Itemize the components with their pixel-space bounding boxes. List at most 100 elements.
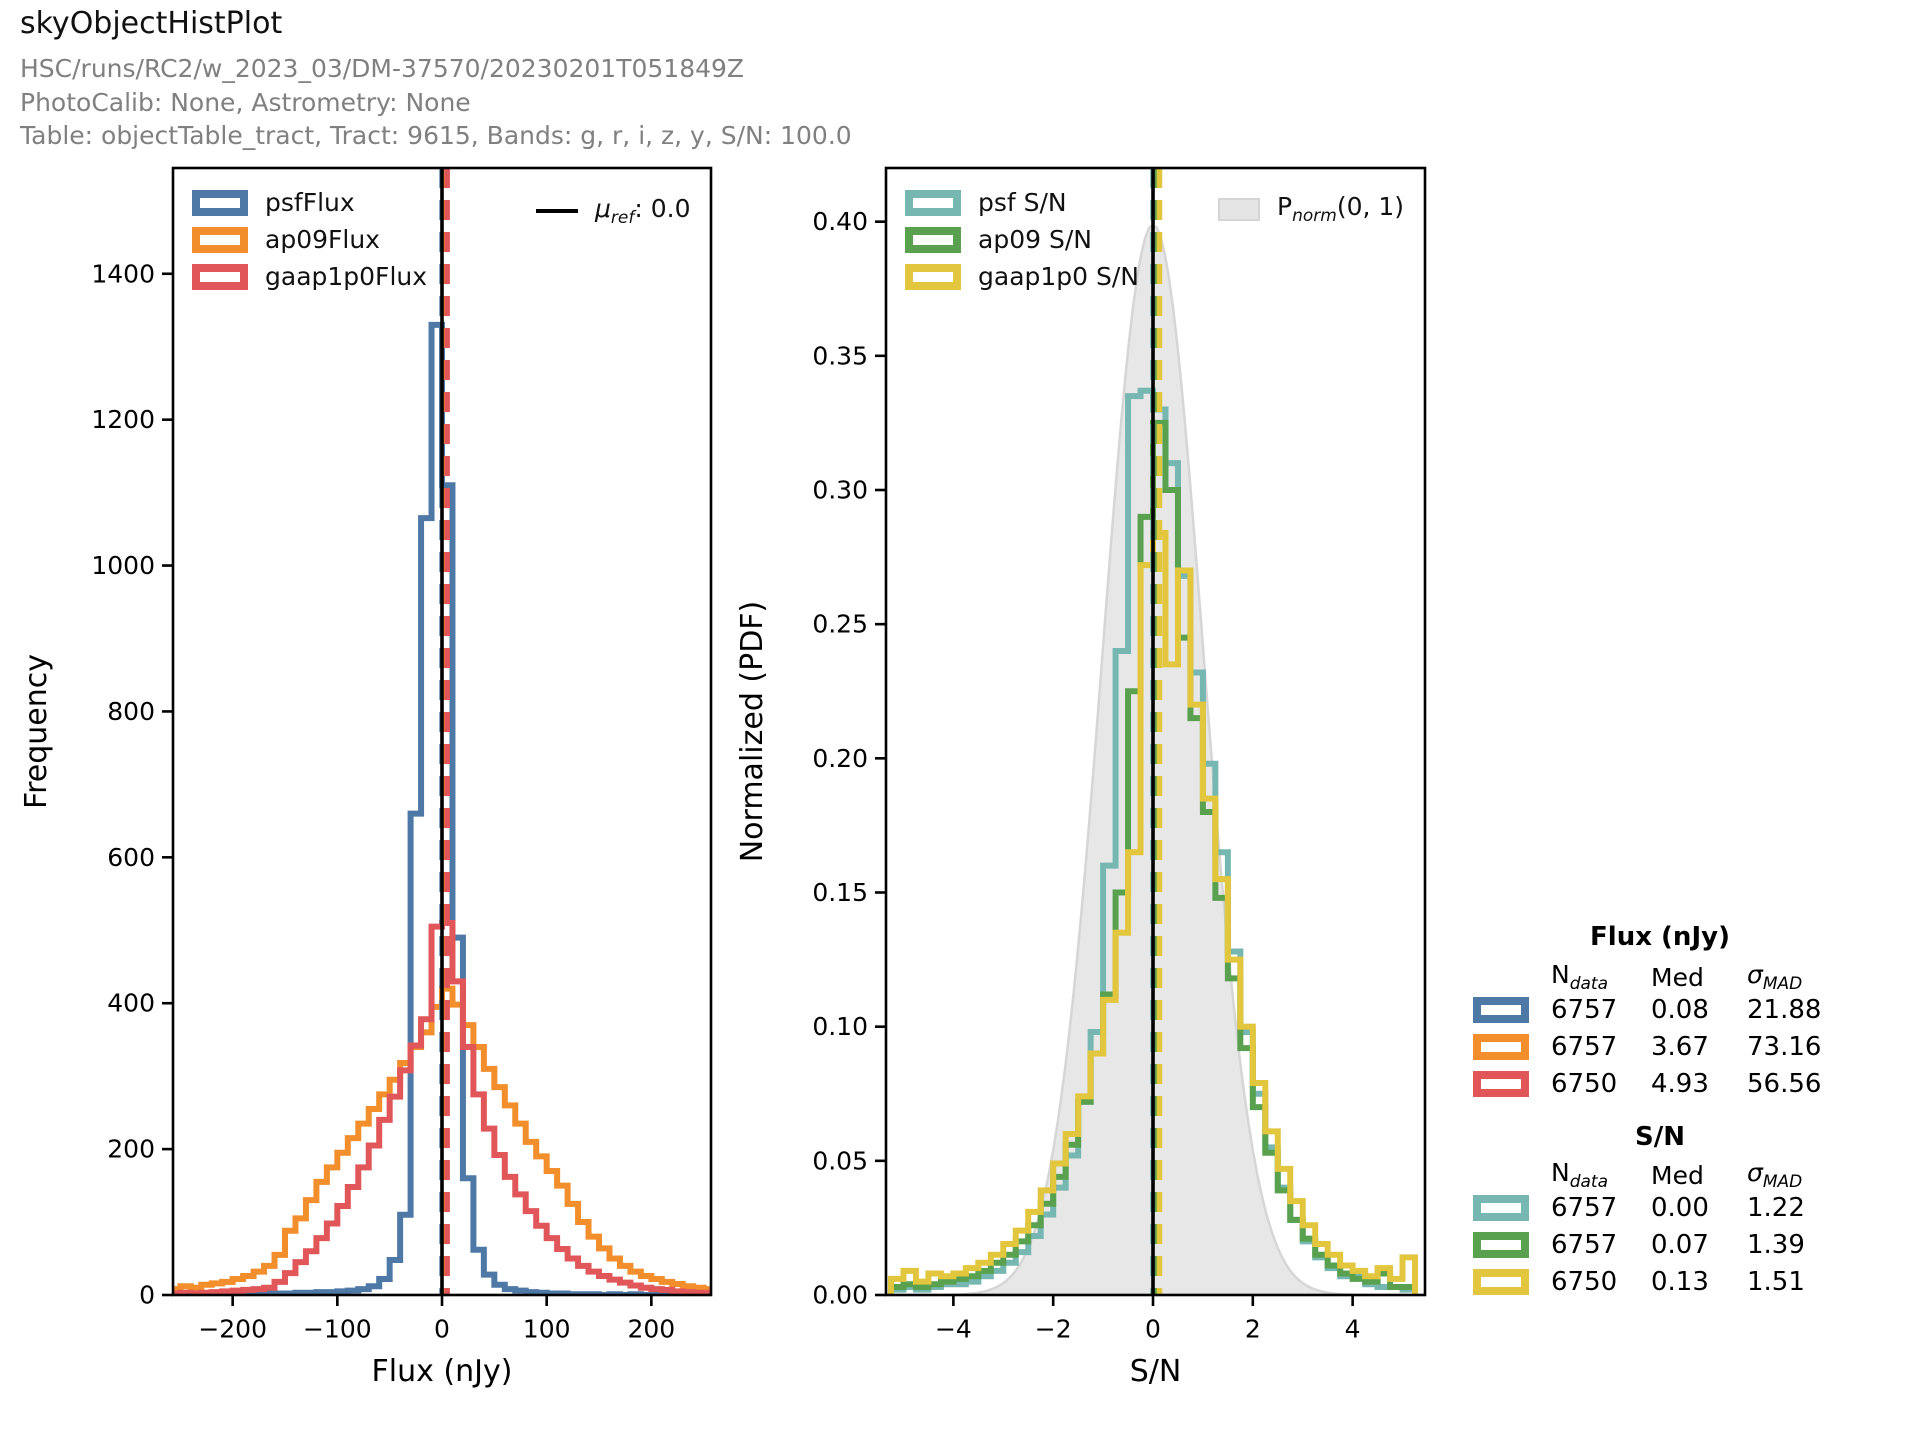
col-header-ndata: Ndata bbox=[1551, 1158, 1608, 1192]
axes-spines bbox=[884, 166, 1427, 1297]
stat-median: 3.67 bbox=[1651, 1032, 1709, 1062]
legend-flux-ap09flux: ap09Flux bbox=[192, 225, 380, 254]
y-tick-label: 0.25 bbox=[812, 610, 868, 639]
sn-stats-title: S/N bbox=[1635, 1122, 1685, 1152]
legend-label: psf S/N bbox=[978, 188, 1067, 217]
x-tick-label: −200 bbox=[198, 1314, 267, 1343]
legend-swatch bbox=[192, 189, 248, 216]
flux-histogram: −200 −100 0 100 200 0 200 400 600 800 1000 1200 1400… bbox=[19, 166, 713, 1389]
stat-ndata: 6750 bbox=[1551, 1267, 1618, 1297]
sn-stats-row: 6757 0.07 1.39 bbox=[1473, 1230, 1859, 1260]
stats-swatch bbox=[1473, 1195, 1529, 1221]
stat-ndata: 6757 bbox=[1551, 1032, 1618, 1062]
y-tick-label: 0.35 bbox=[812, 341, 868, 370]
stat-ndata: 6757 bbox=[1551, 1193, 1618, 1223]
y-tick-label: 1000 bbox=[91, 551, 155, 580]
x-tick-label: 100 bbox=[523, 1314, 571, 1343]
sn-histogram-plot-region bbox=[887, 168, 1419, 1295]
pnorm-patch-swatch bbox=[1218, 197, 1260, 221]
flux-stats-row: 6750 4.93 56.56 bbox=[1473, 1069, 1859, 1099]
y-tick-label: 0.10 bbox=[812, 1012, 868, 1041]
stats-swatch bbox=[1473, 1232, 1529, 1258]
legend-swatch bbox=[192, 226, 248, 253]
sn-stats-row: 6750 0.13 1.51 bbox=[1473, 1267, 1859, 1297]
legend-sn-gaap1p0-s-n: gaap1p0 S/N bbox=[905, 262, 1139, 291]
y-tick-label: 0.00 bbox=[812, 1281, 868, 1310]
legend-label: ap09Flux bbox=[265, 225, 380, 254]
y-tick-label: 0.20 bbox=[812, 744, 868, 773]
legend-swatch bbox=[905, 189, 961, 216]
figure-subtitle-run: HSC/runs/RC2/w_2023_03/DM-37570/20230201… bbox=[20, 54, 745, 83]
stats-swatch bbox=[1473, 997, 1529, 1023]
x-tick-label: −4 bbox=[935, 1314, 972, 1343]
stat-sigma-mad: 1.51 bbox=[1747, 1267, 1805, 1297]
x-tick-label: 0 bbox=[434, 1314, 450, 1343]
legend-label: gaap1p0Flux bbox=[265, 262, 428, 291]
col-header-ndata: Ndata bbox=[1551, 960, 1608, 994]
stat-median: 4.93 bbox=[1651, 1069, 1709, 1099]
y-tick-label: 0.30 bbox=[812, 476, 868, 505]
y-tick-label: 800 bbox=[107, 697, 155, 726]
y-axis-label: Frequency bbox=[19, 654, 54, 809]
figure-subtitle-calib: PhotoCalib: None, Astrometry: None bbox=[20, 88, 471, 117]
legend-swatch bbox=[192, 263, 248, 290]
flux-stats-row: 6757 3.67 73.16 bbox=[1473, 1032, 1859, 1062]
x-axis-label: S/N bbox=[1130, 1354, 1182, 1389]
y-tick-label: 200 bbox=[107, 1135, 155, 1164]
y-tick-label: 0.15 bbox=[812, 878, 868, 907]
mu-ref-line-swatch bbox=[536, 209, 578, 213]
stat-sigma-mad: 1.22 bbox=[1747, 1193, 1805, 1223]
mu-ref-label: μref: 0.0 bbox=[595, 194, 691, 228]
stat-ndata: 6750 bbox=[1551, 1069, 1618, 1099]
figure-subtitle-table: Table: objectTable_tract, Tract: 9615, B… bbox=[20, 121, 852, 150]
stat-median: 0.07 bbox=[1651, 1230, 1709, 1260]
sn-stats-row: 6757 0.00 1.22 bbox=[1473, 1193, 1859, 1223]
legend-pnorm: Pnorm(0, 1) bbox=[1218, 192, 1404, 226]
stat-median: 0.08 bbox=[1651, 995, 1709, 1025]
x-tick-label: 200 bbox=[627, 1314, 675, 1343]
sn-stats-header: Ndata Med σMAD bbox=[1473, 1158, 1859, 1192]
stat-ndata: 6757 bbox=[1551, 995, 1618, 1025]
legend-sn-psf-s-n: psf S/N bbox=[905, 188, 1067, 217]
legend-flux-psfflux: psfFlux bbox=[192, 188, 355, 217]
flux-stats-row: 6757 0.08 21.88 bbox=[1473, 995, 1859, 1025]
stat-ndata: 6757 bbox=[1551, 1230, 1618, 1260]
legend-mu-ref: μref: 0.0 bbox=[536, 194, 690, 228]
y-tick-label: 600 bbox=[107, 843, 155, 872]
y-tick-label: 1200 bbox=[91, 405, 155, 434]
y-tick-label: 0 bbox=[139, 1281, 155, 1310]
sn-histogram: −4 −2 0 2 4 0.00 0.05 0.10 0.15 0.20 0.25 0.30 0.35 0… bbox=[735, 166, 1427, 1389]
stat-median: 0.00 bbox=[1651, 1193, 1709, 1223]
stat-sigma-mad: 73.16 bbox=[1747, 1032, 1822, 1062]
legend-label: ap09 S/N bbox=[978, 225, 1092, 254]
x-tick-label: −2 bbox=[1035, 1314, 1072, 1343]
col-header-med: Med bbox=[1651, 962, 1704, 992]
stat-sigma-mad: 56.56 bbox=[1747, 1069, 1822, 1099]
pnorm-label: Pnorm(0, 1) bbox=[1277, 192, 1405, 226]
x-axis-label: Flux (nJy) bbox=[372, 1354, 513, 1389]
col-header-med: Med bbox=[1651, 1160, 1704, 1190]
x-tick-label: −100 bbox=[303, 1314, 372, 1343]
y-tick-label: 1400 bbox=[91, 259, 155, 288]
figure-title: skyObjectHistPlot bbox=[20, 6, 283, 41]
flux-histogram-plot-region bbox=[173, 168, 711, 1295]
legend-sn-ap09-s-n: ap09 S/N bbox=[905, 225, 1092, 254]
col-header-sigma-mad: σMAD bbox=[1747, 1158, 1803, 1192]
stats-swatch bbox=[1473, 1034, 1529, 1060]
flux-stats-header: Ndata Med σMAD bbox=[1473, 960, 1859, 994]
x-tick-label: 4 bbox=[1345, 1314, 1361, 1343]
stat-median: 0.13 bbox=[1651, 1267, 1709, 1297]
y-tick-label: 0.05 bbox=[812, 1146, 868, 1175]
stats-swatch bbox=[1473, 1269, 1529, 1295]
legend-flux-gaap1p0flux: gaap1p0Flux bbox=[192, 262, 427, 291]
legend-swatch bbox=[905, 226, 961, 253]
col-header-sigma-mad: σMAD bbox=[1747, 960, 1803, 994]
stat-sigma-mad: 21.88 bbox=[1747, 995, 1822, 1025]
stat-sigma-mad: 1.39 bbox=[1747, 1230, 1805, 1260]
legend-swatch bbox=[905, 263, 961, 290]
flux-stats-title: Flux (nJy) bbox=[1590, 922, 1730, 952]
y-tick-label: 400 bbox=[107, 989, 155, 1018]
stats-swatch bbox=[1473, 1071, 1529, 1097]
